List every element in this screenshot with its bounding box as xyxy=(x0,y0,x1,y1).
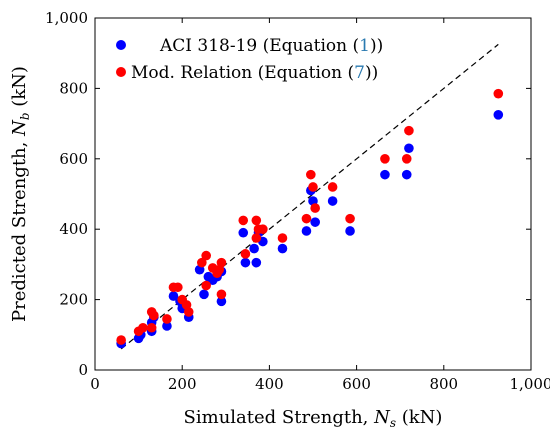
point-aci xyxy=(249,243,259,254)
point-modified xyxy=(251,215,262,226)
point-modified xyxy=(308,182,318,192)
y-tick-label: 0 xyxy=(78,361,88,379)
point-aci xyxy=(238,227,249,238)
point-modified xyxy=(146,322,157,333)
point-modified xyxy=(277,233,288,243)
point-modified xyxy=(149,310,159,321)
y-tick-label: 1,000 xyxy=(45,9,88,27)
x-tick-label: 0 xyxy=(90,375,100,393)
legend-marker-aci xyxy=(116,40,126,50)
point-modified xyxy=(183,307,194,317)
axis-ticks-layer: 0 200 400 600 800 1,000 0 200 400 600 800 1,000 xyxy=(45,9,550,393)
point-modified xyxy=(173,282,183,293)
point-modified xyxy=(345,213,355,224)
y-tick-label: 600 xyxy=(59,150,88,168)
legend: ACI 318-19 (Equation (1)) Mod. Relation … xyxy=(116,36,383,83)
point-aci xyxy=(251,257,262,268)
point-aci xyxy=(345,226,355,236)
x-tick-label: 1,000 xyxy=(510,375,550,393)
point-modified xyxy=(251,233,262,243)
x-axis-title: Simulated Strength, Ns (kN) xyxy=(184,407,443,430)
point-aci xyxy=(301,226,312,236)
point-modified xyxy=(404,125,414,136)
point-modified xyxy=(258,224,268,234)
point-modified xyxy=(138,322,148,333)
y-axis-title: Predicted Strength, Nb (kN) xyxy=(9,66,32,322)
point-modified xyxy=(240,249,251,259)
point-aci xyxy=(401,169,412,180)
y-tick-label: 400 xyxy=(59,220,88,238)
point-aci xyxy=(240,257,251,268)
plot-area-frame xyxy=(94,17,532,371)
point-modified xyxy=(493,88,504,99)
x-tick-label: 600 xyxy=(342,375,371,393)
point-aci xyxy=(216,296,227,307)
legend-ref-modified: 7 xyxy=(354,63,365,83)
point-modified xyxy=(401,154,412,164)
point-aci xyxy=(199,289,209,300)
point-modified xyxy=(306,169,316,180)
point-aci xyxy=(493,110,504,120)
point-aci xyxy=(310,217,320,227)
legend-label-modified: Mod. Relation (Equation (7)) xyxy=(131,63,378,83)
point-modified xyxy=(380,154,390,164)
legend-ref-aci: 1 xyxy=(359,36,370,56)
point-aci xyxy=(380,169,390,180)
y-tick-label: 800 xyxy=(59,79,88,97)
point-modified xyxy=(162,314,172,324)
point-aci xyxy=(162,321,172,331)
x-tick-label: 200 xyxy=(168,375,197,393)
legend-label-aci: ACI 318-19 (Equation (1)) xyxy=(159,36,383,56)
point-modified xyxy=(216,289,227,300)
point-aci xyxy=(404,143,414,154)
point-modified xyxy=(327,182,338,192)
point-modified xyxy=(301,213,312,224)
point-modified xyxy=(201,250,211,261)
point-modified xyxy=(238,215,249,226)
y-tick-label: 200 xyxy=(59,291,88,309)
point-aci xyxy=(327,196,338,206)
point-aci xyxy=(277,243,288,254)
legend-marker-modified xyxy=(116,67,126,77)
x-tick-label: 400 xyxy=(255,375,284,393)
point-aci xyxy=(168,291,179,301)
data-points-layer xyxy=(116,88,504,349)
point-modified xyxy=(216,257,227,268)
point-modified xyxy=(310,203,320,213)
point-modified xyxy=(197,257,207,268)
point-modified xyxy=(116,335,126,345)
point-modified xyxy=(201,280,211,291)
x-tick-label: 800 xyxy=(429,375,458,393)
